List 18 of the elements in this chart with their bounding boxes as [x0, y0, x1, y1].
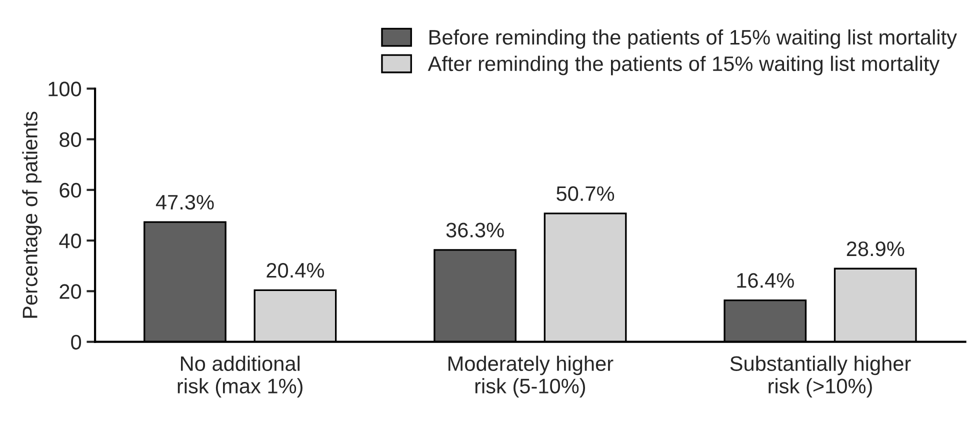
- legend-label: After reminding the patients of 15% waiting list mortality: [428, 56, 940, 76]
- y-tick-label: 20: [60, 284, 82, 299]
- y-tick-label: 80: [60, 132, 82, 148]
- y-tick-label: 40: [59, 234, 82, 248]
- data-label: 36.3%: [446, 222, 504, 238]
- data-label: 50.7%: [556, 186, 614, 201]
- data-label: 20.4%: [266, 262, 324, 278]
- data-label: 28.9%: [846, 241, 904, 256]
- y-tick-label: 100: [48, 82, 82, 96]
- data-label: 47.3%: [156, 194, 214, 210]
- data-label: 16.4%: [737, 273, 794, 288]
- x-tick-label: Substantially higher risk (>10%): [730, 356, 911, 398]
- x-tick-label: No additional risk (max 1%): [178, 356, 302, 398]
- y-tick-label: 0: [71, 334, 82, 350]
- legend-label: Before reminding the patients of 15% waiting list mortality: [430, 29, 957, 49]
- y-tick-label: 60: [60, 182, 82, 198]
- x-tick-label: Moderately higher risk (5-10%): [448, 356, 614, 398]
- y-axis-title: Percentage of patients: [22, 112, 42, 318]
